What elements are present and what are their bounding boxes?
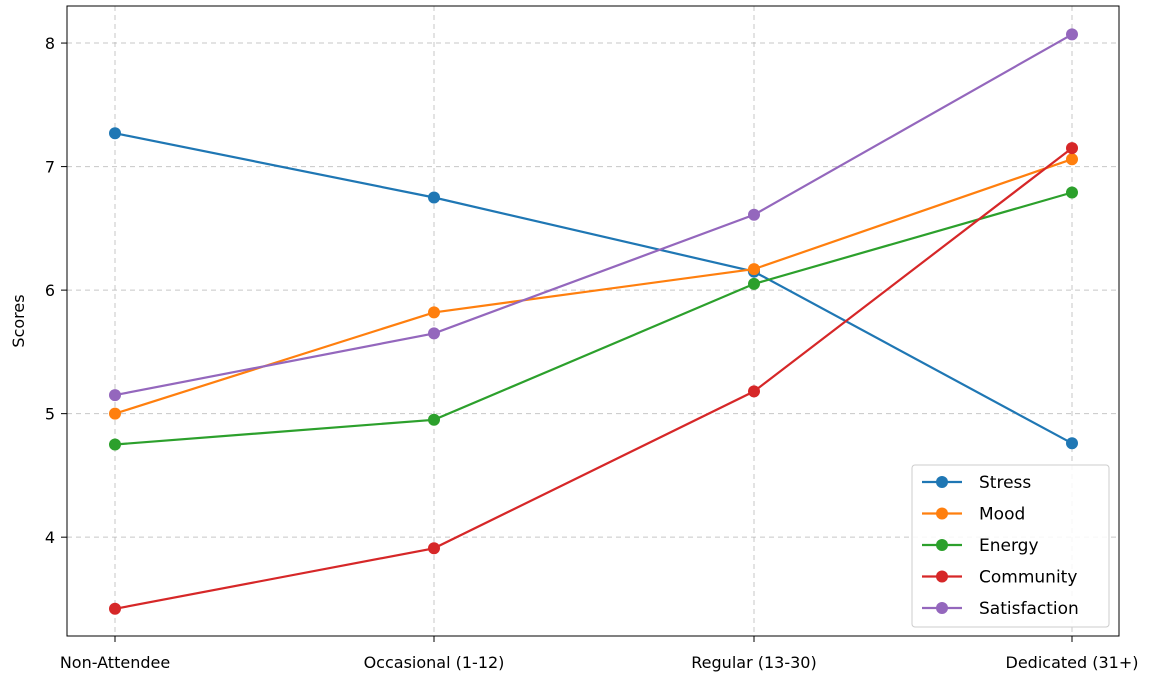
data-point xyxy=(748,277,760,290)
plot-area-frame xyxy=(66,5,1120,637)
data-point xyxy=(1066,437,1078,450)
data-point xyxy=(748,385,760,398)
legend-label: Satisfaction xyxy=(979,599,1079,619)
legend-label: Community xyxy=(979,568,1077,588)
data-point xyxy=(428,413,440,426)
y-axis-label: Scores xyxy=(9,294,28,347)
series-lines xyxy=(109,28,1078,615)
x-axis: Non-Attendee Occasional (1-12) Regular (13… xyxy=(60,636,1139,672)
data-point xyxy=(1066,153,1078,166)
x-tick-label: Dedicated (31+) xyxy=(1006,653,1139,672)
data-point xyxy=(428,306,440,319)
data-point xyxy=(109,602,121,615)
legend-item: Stress xyxy=(922,473,1031,493)
legend-item: Energy xyxy=(922,536,1039,556)
legend-marker xyxy=(936,539,948,551)
legend-label: Stress xyxy=(979,473,1031,493)
y-tick-label: 4 xyxy=(45,528,55,547)
data-point xyxy=(1066,186,1078,199)
legend-item: Satisfaction xyxy=(922,599,1079,619)
data-point xyxy=(109,438,121,451)
series-satisfaction xyxy=(109,28,1078,402)
series-energy xyxy=(109,186,1078,451)
legend-marker xyxy=(936,602,948,614)
x-tick-label: Non-Attendee xyxy=(60,653,170,672)
data-point xyxy=(748,208,760,221)
data-point xyxy=(428,327,440,340)
data-point xyxy=(109,389,121,402)
data-point xyxy=(428,542,440,555)
data-point xyxy=(109,127,121,140)
data-point xyxy=(1066,28,1078,41)
data-point xyxy=(1066,142,1078,155)
legend-item: Mood xyxy=(922,505,1025,525)
series-line xyxy=(114,132,1073,445)
data-point xyxy=(428,191,440,204)
series-line xyxy=(114,158,1073,415)
x-tick-label: Occasional (1-12) xyxy=(364,653,505,672)
series-community xyxy=(109,142,1078,615)
legend-marker xyxy=(936,476,948,488)
legend: Stress Mood Energy Community Satisfaction xyxy=(911,464,1110,628)
x-tick-label: Regular (13-30) xyxy=(691,653,816,672)
legend-box xyxy=(911,464,1110,628)
y-axis: 4 5 6 7 8 xyxy=(45,34,67,547)
series-line xyxy=(114,33,1073,397)
legend-label: Energy xyxy=(979,536,1039,556)
y-tick-label: 5 xyxy=(45,405,55,424)
series-mood xyxy=(109,153,1078,420)
data-point xyxy=(748,263,760,276)
y-tick-label: 6 xyxy=(45,281,55,300)
series-stress xyxy=(109,127,1078,450)
series-line xyxy=(114,147,1073,610)
legend-label: Mood xyxy=(979,505,1025,525)
y-tick-label: 7 xyxy=(45,158,55,177)
y-tick-label: 8 xyxy=(45,34,55,53)
legend-marker xyxy=(936,507,948,520)
legend-item: Community xyxy=(922,568,1077,588)
legend-marker xyxy=(936,570,948,583)
data-point xyxy=(109,407,121,420)
series-line xyxy=(114,191,1073,446)
